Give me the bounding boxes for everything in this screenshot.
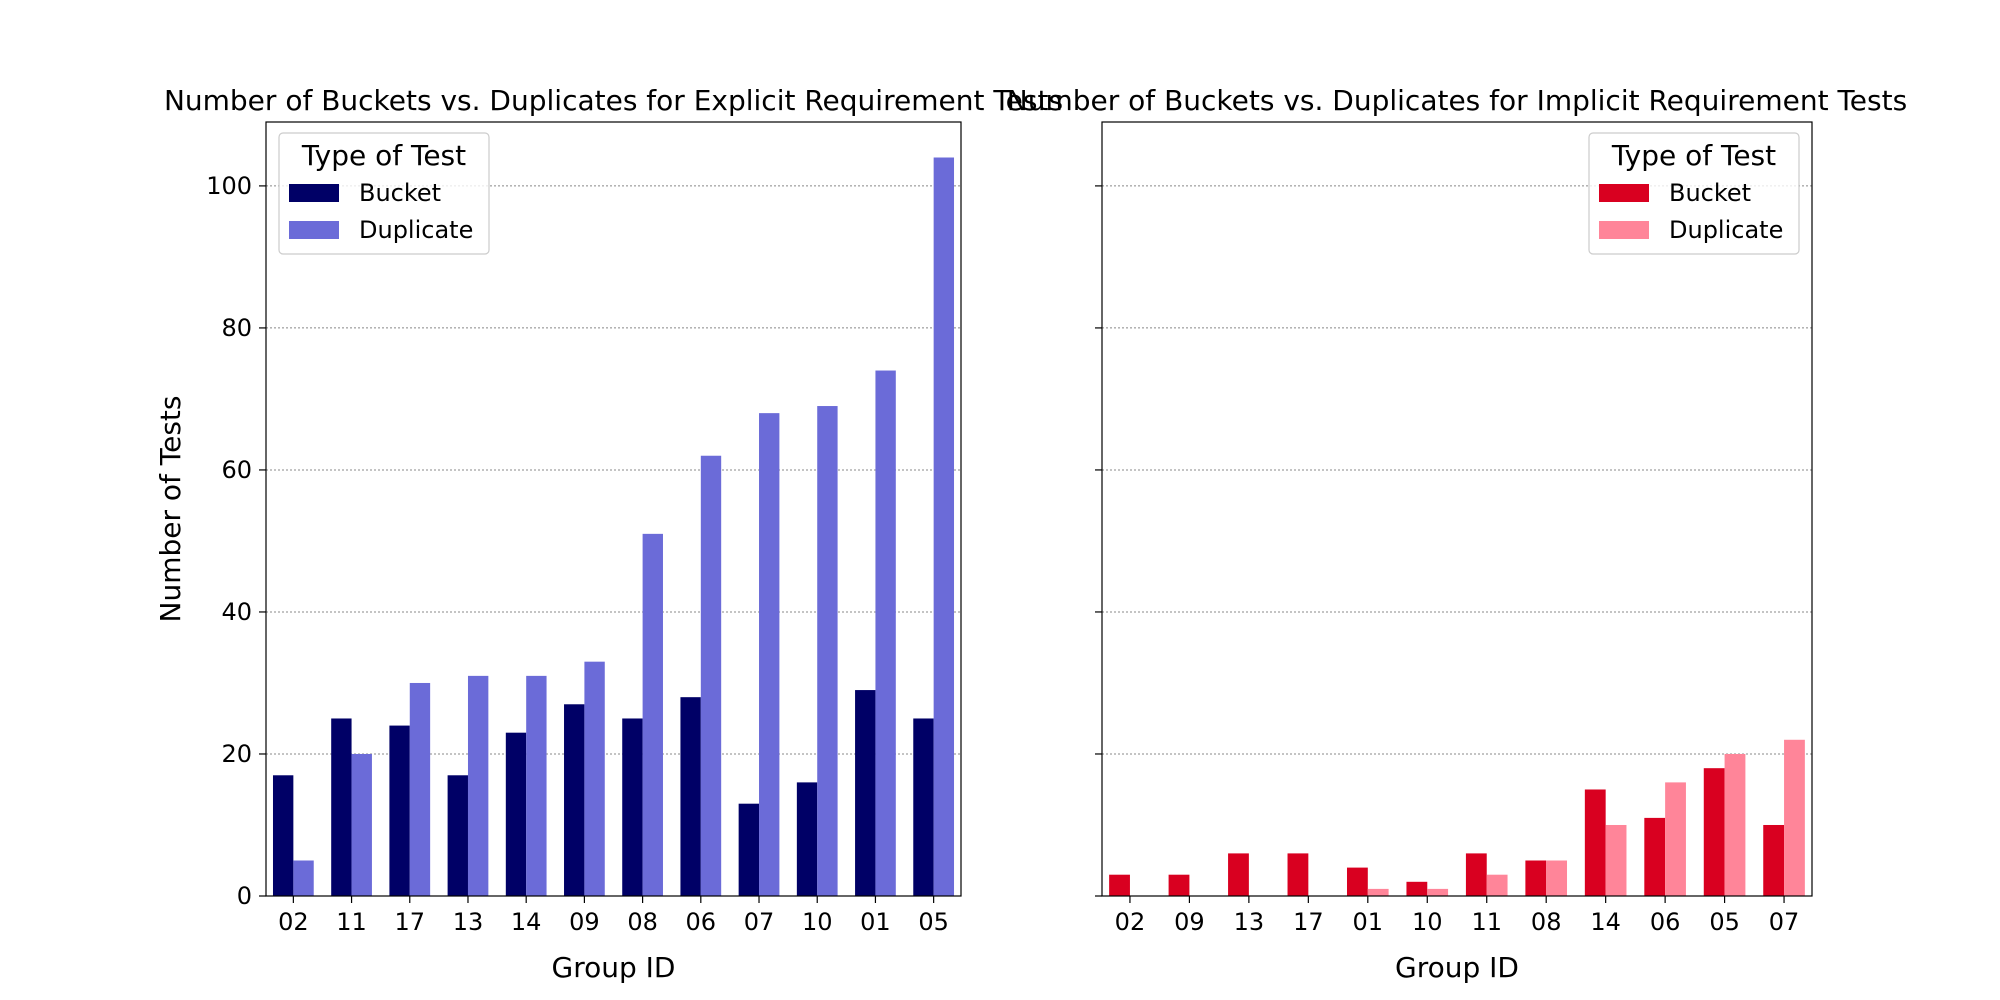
- x-tick-label: 10: [802, 908, 833, 936]
- bar-bucket-06: [680, 697, 701, 896]
- bar-bucket-10: [796, 782, 818, 896]
- x-tick-label: 06: [1650, 908, 1681, 936]
- x-tick-label: 09: [569, 908, 600, 936]
- bar-duplicate-14: [526, 675, 547, 896]
- x-axis-label: Group ID: [552, 951, 676, 984]
- bar-bucket-09: [564, 704, 585, 896]
- bar-bucket-11: [331, 718, 352, 896]
- x-tick-label: 07: [744, 908, 775, 936]
- bar-bucket-13: [447, 775, 468, 896]
- legend-swatch-duplicate: [289, 221, 339, 239]
- x-tick-label: 02: [278, 908, 309, 936]
- bar-bucket-02: [272, 775, 294, 896]
- bar-bucket-07: [1763, 824, 1785, 896]
- y-tick-label: 100: [206, 172, 252, 200]
- bar-bucket-05: [1703, 768, 1725, 896]
- x-tick-label: 01: [1353, 908, 1384, 936]
- bar-duplicate-01: [875, 370, 896, 896]
- legend-title: Type of Test: [301, 139, 466, 172]
- bar-bucket-07: [738, 803, 760, 896]
- legend-label-duplicate: Duplicate: [359, 216, 473, 244]
- bar-duplicate-10: [817, 406, 838, 896]
- bar-duplicate-14: [1605, 824, 1627, 896]
- bar-duplicate-06: [1665, 782, 1686, 896]
- bar-duplicate-17: [409, 682, 431, 896]
- bar-bucket-01: [1346, 867, 1368, 896]
- bar-duplicate-08: [642, 533, 663, 896]
- bar-bucket-06: [1644, 817, 1666, 896]
- legend-label-bucket: Bucket: [359, 179, 441, 207]
- y-tick-label: 80: [221, 314, 252, 342]
- chart-title: Number of Buckets vs. Duplicates for Imp…: [1007, 84, 1907, 117]
- legend-swatch-bucket: [1599, 184, 1649, 202]
- bar-duplicate-09: [584, 661, 605, 896]
- legend-label-bucket: Bucket: [1669, 179, 1751, 207]
- bar-duplicate-11: [1486, 874, 1508, 896]
- x-axis-label: Group ID: [1395, 951, 1519, 984]
- bar-duplicate-11: [351, 753, 372, 896]
- legend-title: Type of Test: [1611, 139, 1776, 172]
- chart-1: 0 20 40 60 80 100 02 11 17 13 14 09 08 06 07 10 01 05 Numb…: [154, 84, 1063, 984]
- bar-bucket-17: [389, 725, 410, 896]
- legend: Type of Test Bucket Duplicate: [1588, 132, 1800, 255]
- bar-duplicate-02: [293, 860, 314, 896]
- bar-bucket-10: [1406, 881, 1428, 896]
- bar-duplicate-06: [700, 455, 722, 896]
- bar-bucket-17: [1287, 853, 1309, 896]
- x-tick-label: 11: [336, 908, 367, 936]
- axes-frame: [1101, 121, 1813, 897]
- bar-duplicate-08: [1546, 860, 1568, 896]
- axes-frame: [265, 121, 962, 897]
- bar-duplicate-05: [1724, 753, 1746, 896]
- bar-bucket-14: [505, 732, 527, 896]
- bar-duplicate-10: [1427, 888, 1449, 896]
- x-tick-label: 05: [1709, 908, 1740, 936]
- x-tick-label: 11: [1471, 908, 1502, 936]
- x-tick-label: 02: [1115, 908, 1146, 936]
- x-tick-label: 07: [1769, 908, 1800, 936]
- bar-duplicate-05: [933, 157, 955, 897]
- legend-swatch-bucket: [289, 184, 339, 202]
- y-tick-label: 40: [221, 598, 252, 626]
- bar-bucket-14: [1584, 789, 1606, 896]
- legend-label-duplicate: Duplicate: [1669, 216, 1783, 244]
- x-tick-label: 13: [1234, 908, 1265, 936]
- bar-duplicate-07: [1784, 739, 1805, 896]
- y-tick-label: 20: [221, 740, 252, 768]
- x-tick-label: 17: [394, 908, 425, 936]
- y-tick-label: 0: [237, 882, 252, 910]
- x-tick-label: 09: [1174, 908, 1205, 936]
- legend-swatch-duplicate: [1599, 221, 1649, 239]
- bar-bucket-08: [622, 718, 643, 896]
- bar-bucket-05: [913, 718, 934, 896]
- x-tick-label: 08: [627, 908, 658, 936]
- bar-duplicate-01: [1367, 888, 1389, 896]
- y-tick-label: 60: [221, 456, 252, 484]
- bar-duplicate-07: [759, 413, 780, 896]
- x-tick-label: 08: [1531, 908, 1562, 936]
- x-tick-label: 05: [918, 908, 949, 936]
- bar-bucket-08: [1525, 860, 1547, 896]
- legend: Type of Test Bucket Duplicate: [278, 132, 490, 255]
- x-tick-label: 01: [860, 908, 891, 936]
- x-tick-label: 10: [1412, 908, 1443, 936]
- x-tick-label: 14: [1590, 908, 1621, 936]
- bar-bucket-01: [855, 690, 876, 896]
- x-tick-label: 17: [1293, 908, 1324, 936]
- bar-duplicate-13: [467, 675, 489, 896]
- bar-bucket-11: [1465, 853, 1487, 896]
- bar-bucket-09: [1168, 874, 1190, 896]
- bar-bucket-02: [1109, 874, 1130, 896]
- x-tick-label: 13: [453, 908, 484, 936]
- bar-bucket-13: [1228, 853, 1249, 896]
- y-axis-label: Number of Tests: [154, 396, 187, 623]
- chart-title: Number of Buckets vs. Duplicates for Exp…: [164, 84, 1063, 117]
- x-tick-label: 14: [511, 908, 542, 936]
- x-tick-label: 06: [686, 908, 717, 936]
- chart-2: 02 09 13 17 01 10 11 08 14 06 05 07 Number of Bucket…: [1007, 84, 1907, 984]
